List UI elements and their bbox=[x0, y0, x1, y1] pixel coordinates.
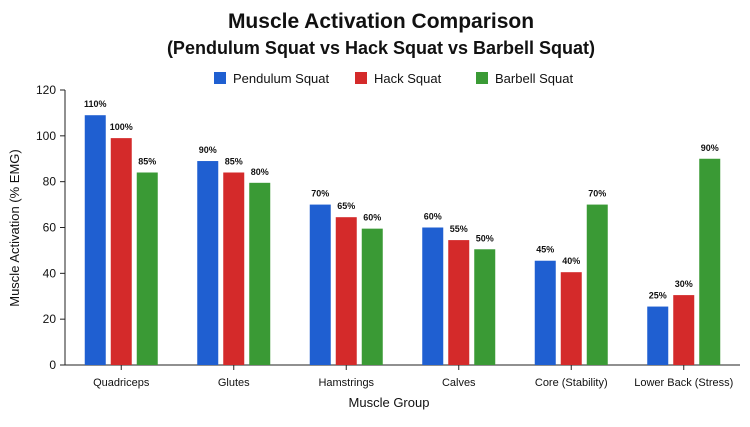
x-tick-label: Calves bbox=[442, 377, 476, 389]
x-tick-label: Hamstrings bbox=[318, 377, 374, 389]
bar bbox=[586, 204, 608, 365]
legend-label: Pendulum Squat bbox=[233, 71, 330, 86]
bar bbox=[534, 260, 556, 365]
legend-label: Hack Squat bbox=[374, 71, 442, 86]
y-tick-label: 100 bbox=[36, 129, 56, 143]
chart-title: Muscle Activation Comparison bbox=[228, 10, 534, 33]
data-label: 55% bbox=[450, 224, 468, 234]
bar bbox=[223, 172, 245, 365]
legend-label: Barbell Squat bbox=[495, 71, 573, 86]
data-label: 60% bbox=[424, 212, 442, 222]
bars-group bbox=[84, 115, 721, 365]
legend-swatch bbox=[214, 72, 226, 84]
bar bbox=[197, 161, 219, 365]
bar bbox=[448, 240, 470, 365]
bar bbox=[673, 295, 695, 365]
data-label: 80% bbox=[251, 167, 269, 177]
y-tick-label: 60 bbox=[43, 221, 57, 235]
y-tick-label: 20 bbox=[43, 312, 57, 326]
bar bbox=[361, 228, 383, 365]
x-tick-label: Lower Back (Stress) bbox=[634, 377, 733, 389]
bar bbox=[249, 182, 271, 365]
chart-subtitle: (Pendulum Squat vs Hack Squat vs Barbell… bbox=[167, 38, 595, 58]
bar bbox=[84, 115, 106, 365]
data-label: 25% bbox=[649, 291, 667, 301]
bar bbox=[474, 249, 496, 365]
bar bbox=[309, 204, 331, 365]
legend-item: Pendulum Squat bbox=[214, 71, 330, 86]
y-tick-label: 0 bbox=[49, 358, 56, 372]
bar bbox=[136, 172, 158, 365]
data-label: 30% bbox=[675, 279, 693, 289]
data-label: 90% bbox=[199, 145, 217, 155]
data-label: 60% bbox=[363, 213, 381, 223]
data-label: 90% bbox=[701, 143, 719, 153]
bar bbox=[647, 306, 669, 365]
data-label: 45% bbox=[536, 245, 554, 255]
legend: Pendulum Squat Hack Squat Barbell Squat bbox=[214, 71, 573, 86]
data-label: 100% bbox=[110, 122, 133, 132]
y-tick-label: 80 bbox=[43, 175, 57, 189]
legend-swatch bbox=[476, 72, 488, 84]
y-tick-label: 40 bbox=[43, 266, 57, 280]
legend-item: Hack Squat bbox=[355, 71, 442, 86]
data-label: 40% bbox=[562, 256, 580, 266]
y-ticks-group: 0 20 40 60 80 100 120 bbox=[36, 83, 65, 372]
bar bbox=[422, 227, 444, 365]
data-label: 50% bbox=[476, 233, 494, 243]
y-axis-label: Muscle Activation (% EMG) bbox=[7, 149, 22, 307]
legend-swatch bbox=[355, 72, 367, 84]
bar bbox=[560, 272, 582, 365]
data-label: 85% bbox=[225, 157, 243, 167]
bar bbox=[699, 158, 721, 365]
x-tick-label: Core (Stability) bbox=[535, 377, 608, 389]
bar bbox=[110, 138, 132, 365]
x-axis-label: Muscle Group bbox=[349, 395, 430, 410]
data-label: 85% bbox=[138, 157, 156, 167]
category-labels-group: Quadriceps Glutes Hamstrings Calves Core (St… bbox=[93, 365, 733, 389]
data-label: 70% bbox=[311, 189, 329, 199]
data-labels-group: 110% 100% 85% 90% 85% 80% 70% 65% 60% 60% 55% 50% 45… bbox=[84, 99, 719, 300]
data-label: 110% bbox=[84, 99, 107, 109]
data-label: 70% bbox=[588, 189, 606, 199]
legend-item: Barbell Squat bbox=[476, 71, 573, 86]
x-tick-label: Glutes bbox=[218, 377, 250, 389]
data-label: 65% bbox=[337, 201, 355, 211]
y-tick-label: 120 bbox=[36, 83, 56, 97]
x-tick-label: Quadriceps bbox=[93, 377, 150, 389]
bar bbox=[335, 217, 357, 365]
